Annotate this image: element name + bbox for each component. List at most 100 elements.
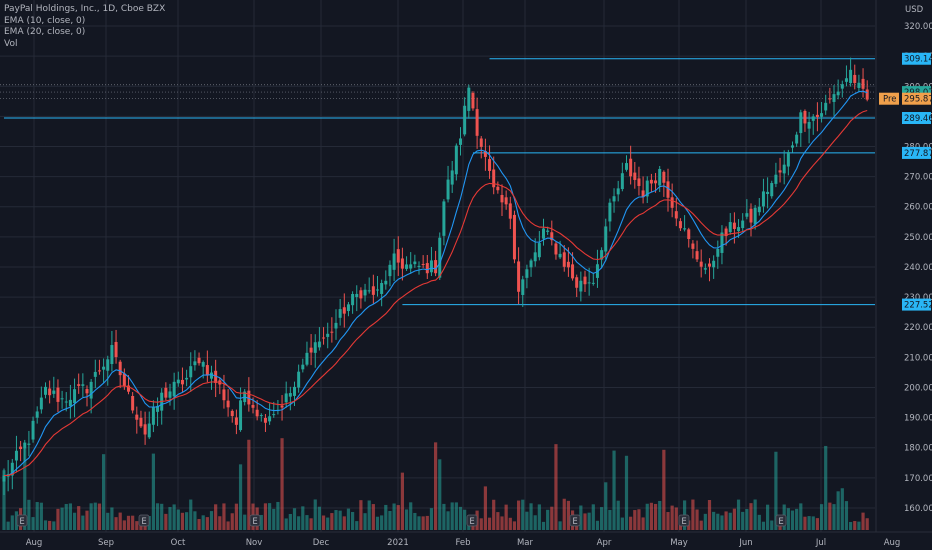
candle-body bbox=[558, 253, 562, 258]
volume-bar bbox=[732, 508, 736, 530]
candle-body bbox=[774, 174, 778, 184]
legend-ema20[interactable]: EMA (20, close, 0) bbox=[4, 27, 86, 37]
volume-bar bbox=[753, 499, 757, 530]
volume-bar bbox=[670, 505, 674, 530]
candle-body bbox=[106, 359, 110, 371]
volume-bar bbox=[218, 516, 222, 530]
volume-bar bbox=[533, 515, 537, 530]
candle-body bbox=[525, 269, 529, 278]
candle-body bbox=[517, 261, 521, 292]
candle-body bbox=[151, 407, 155, 425]
volume-bar bbox=[31, 517, 35, 530]
volume-bar bbox=[193, 511, 197, 530]
earnings-marker-box bbox=[16, 514, 28, 527]
price-tick-label: 270.00 bbox=[904, 173, 932, 183]
volume-bar bbox=[770, 520, 774, 530]
volume-bar bbox=[695, 509, 699, 530]
volume-bar bbox=[458, 506, 463, 530]
volume-bar bbox=[292, 508, 297, 530]
candle-body bbox=[434, 260, 438, 274]
candle-body bbox=[712, 260, 716, 268]
candle-body bbox=[691, 243, 695, 249]
candle-body bbox=[844, 78, 848, 82]
price-tick-label: 230.00 bbox=[904, 293, 932, 303]
volume-bar bbox=[230, 513, 234, 530]
candle-body bbox=[305, 352, 309, 365]
candle-body bbox=[550, 232, 554, 241]
candle-body bbox=[732, 222, 736, 229]
legend-vol[interactable]: Vol bbox=[4, 38, 18, 49]
volume-bar bbox=[52, 521, 56, 530]
earnings-marker: E bbox=[16, 514, 28, 527]
volume-bar bbox=[247, 439, 251, 530]
earnings-marker-box bbox=[569, 514, 581, 527]
volume-bar bbox=[85, 510, 89, 530]
time-tick-label: Mar bbox=[517, 538, 534, 548]
volume-bar bbox=[645, 503, 649, 530]
candle-body bbox=[571, 264, 575, 279]
volume-bar bbox=[446, 511, 450, 530]
volume-bar bbox=[326, 517, 330, 530]
volume-bar bbox=[43, 520, 48, 530]
volume-bar bbox=[81, 515, 85, 530]
candle-body bbox=[131, 395, 135, 411]
candle-body bbox=[840, 84, 844, 89]
earnings-marker-box bbox=[678, 514, 690, 527]
candle-body bbox=[147, 423, 151, 438]
volume-bar bbox=[68, 503, 72, 530]
volume-bar bbox=[238, 464, 243, 530]
volume-bar bbox=[828, 502, 832, 530]
candle-body bbox=[770, 183, 774, 197]
candle-body bbox=[355, 293, 359, 298]
volume-bar bbox=[653, 503, 658, 530]
earnings-marker-box bbox=[249, 514, 261, 527]
level-tag-box bbox=[902, 52, 931, 65]
candle-body bbox=[164, 387, 168, 398]
volume-bar bbox=[388, 510, 392, 530]
candle-body bbox=[309, 347, 313, 353]
candle-body bbox=[363, 289, 367, 296]
volume-bar bbox=[317, 506, 321, 530]
earnings-marker-box bbox=[775, 514, 787, 527]
candle-body bbox=[761, 191, 765, 207]
volume-bar bbox=[720, 515, 724, 530]
candle-body bbox=[529, 260, 533, 268]
candle-body bbox=[865, 89, 869, 100]
volume-bar bbox=[102, 454, 106, 530]
volume-bar bbox=[404, 509, 409, 530]
volume-bar bbox=[93, 502, 97, 530]
volume-bar bbox=[346, 508, 351, 530]
candle-body bbox=[114, 341, 118, 358]
candle-body bbox=[820, 113, 824, 117]
legend-ema10[interactable]: EMA (10, close, 0) bbox=[4, 15, 86, 26]
volume-bar bbox=[172, 504, 176, 530]
candle-body bbox=[60, 398, 64, 400]
volume-bar bbox=[595, 520, 600, 530]
earnings-marker: E bbox=[138, 514, 150, 527]
price-tick-label: 220.00 bbox=[904, 323, 932, 333]
volume-bar bbox=[517, 500, 521, 530]
candle-body bbox=[608, 202, 612, 222]
volume-bar bbox=[500, 516, 504, 530]
candle-body bbox=[421, 263, 425, 265]
volume-bar bbox=[587, 512, 591, 530]
volume-bar bbox=[483, 486, 487, 530]
candle-body bbox=[766, 191, 770, 195]
volume-bar bbox=[6, 521, 10, 530]
candle-body bbox=[504, 197, 508, 205]
legend-title[interactable]: PayPal Holdings, Inc., 1D, Cboe BZX bbox=[4, 4, 166, 14]
volume-bar bbox=[600, 507, 604, 530]
candle-body bbox=[745, 213, 749, 217]
candles bbox=[2, 57, 869, 496]
candle-body bbox=[322, 337, 326, 339]
premarket-value-box bbox=[902, 92, 931, 105]
candle-body bbox=[118, 361, 122, 376]
candle-body bbox=[803, 110, 807, 124]
candle-body bbox=[604, 226, 608, 252]
volume-bar bbox=[537, 504, 541, 530]
candle-body bbox=[807, 121, 811, 129]
volume-bar bbox=[380, 515, 384, 530]
level-tag-box bbox=[902, 112, 931, 125]
candle-body bbox=[210, 372, 213, 379]
